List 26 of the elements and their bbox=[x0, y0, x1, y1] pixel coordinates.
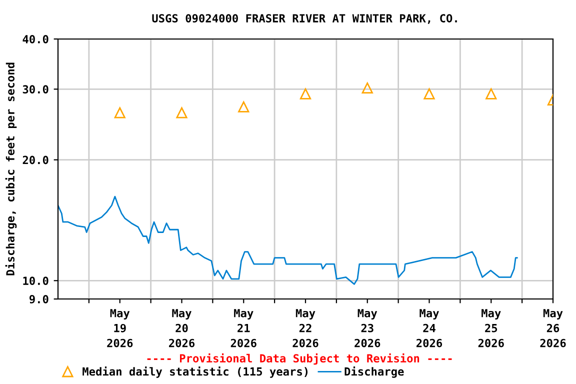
point bbox=[362, 82, 373, 94]
point bbox=[300, 88, 312, 100]
legend-label: Discharge bbox=[344, 366, 404, 378]
point bbox=[176, 107, 188, 118]
point bbox=[424, 88, 435, 100]
x-tick-label: May 19 2026 bbox=[107, 309, 133, 348]
y-tick-label: 20.0 bbox=[22, 156, 48, 164]
line-series bbox=[58, 196, 518, 285]
x-tick-label: May 20 2026 bbox=[168, 309, 195, 348]
x-tick-label: May 21 2026 bbox=[230, 309, 256, 348]
point bbox=[486, 88, 497, 100]
y-axis-title: Discharge, cubic feet per second bbox=[5, 62, 17, 276]
x-tick-label: May 24 2026 bbox=[416, 309, 442, 348]
text: ---- Provisional Data Subject to Revision ---- bbox=[147, 353, 452, 365]
y-tick-label: 9.0 bbox=[30, 294, 48, 304]
legend-label: Median daily statistic (115 years) bbox=[82, 366, 308, 378]
x-tick-label: May 26 2026 bbox=[540, 309, 566, 348]
x-tick-label: May 23 2026 bbox=[354, 309, 380, 348]
y-tick-label: 10.0 bbox=[23, 276, 48, 286]
point bbox=[114, 107, 126, 118]
point bbox=[238, 101, 250, 112]
x-tick-label: May 22 2026 bbox=[292, 309, 318, 348]
chart-title: USGS 09024000 FRASER RIVER AT WINTER PARK, CO. bbox=[152, 14, 457, 24]
x-tick-label: May 25 2026 bbox=[478, 309, 504, 348]
y-tick-label: 30.0 bbox=[22, 85, 48, 94]
y-tick-label: 40.0 bbox=[22, 34, 48, 44]
